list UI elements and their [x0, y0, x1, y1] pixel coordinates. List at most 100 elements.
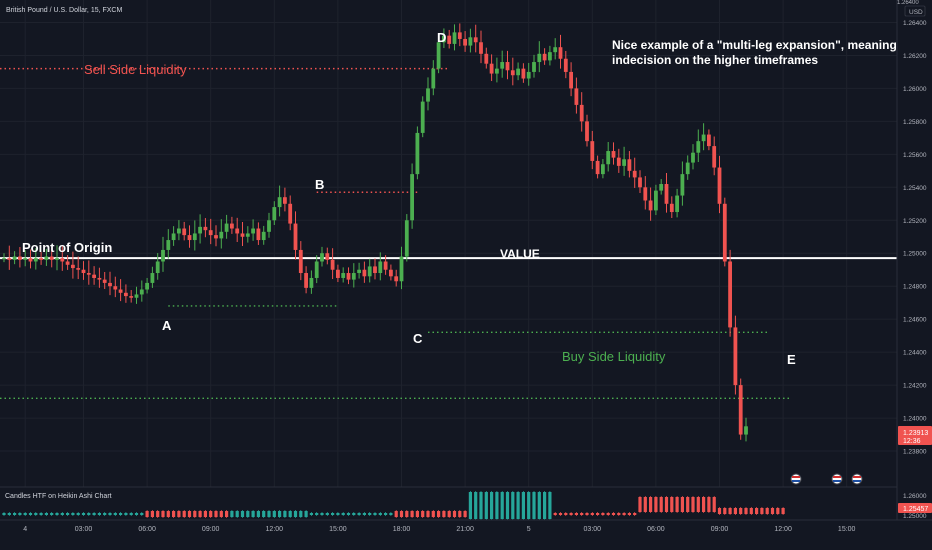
candle-body — [489, 63, 494, 74]
indicator-bar — [103, 513, 107, 515]
indicator-bar — [622, 513, 626, 515]
candle-body — [701, 134, 706, 142]
indicator-bar — [368, 513, 372, 515]
us-flag-event-icon[interactable] — [831, 473, 843, 485]
candle-body — [44, 256, 49, 260]
candle-body — [150, 273, 155, 283]
candle-body — [616, 157, 621, 166]
candle-body — [638, 177, 642, 188]
indicator-bar — [680, 497, 684, 512]
candle-body — [383, 261, 388, 270]
note-line-2[interactable]: indecision on the higher timeframes — [612, 53, 818, 67]
indicator-name[interactable]: Candles HTF on Heikin Ashi Chart — [5, 493, 112, 500]
point-e-label[interactable]: E — [787, 352, 796, 367]
candle-body — [219, 231, 224, 239]
candle-body — [113, 286, 118, 290]
indicator-bars[interactable] — [2, 491, 785, 520]
indicator-bar — [304, 511, 308, 517]
top-price-tick: 1.26400 — [897, 0, 919, 6]
indicator-bar — [235, 511, 239, 517]
candle-body — [161, 249, 165, 262]
value-label[interactable]: VALUE — [500, 247, 540, 261]
indicator-bar — [39, 513, 43, 515]
point-b-label[interactable]: B — [315, 177, 324, 192]
indicator-bar — [659, 497, 663, 512]
indicator-bar — [505, 492, 510, 519]
indicator-bar — [543, 492, 547, 519]
indicator-bar — [362, 513, 366, 515]
us-flag-event-icon[interactable] — [851, 473, 863, 485]
candle-body — [272, 207, 277, 221]
point-c-label[interactable]: C — [413, 331, 423, 346]
indicator-bar — [654, 497, 658, 512]
point-d-label[interactable]: D — [437, 30, 446, 45]
indicator-bar — [755, 508, 759, 514]
indicator-bar — [431, 511, 435, 517]
indicator-bar — [707, 497, 711, 512]
price-tick-label: 1.25200 — [903, 218, 927, 225]
indicator-bar — [262, 511, 266, 517]
candle-body — [251, 228, 255, 234]
indicator-bar — [717, 508, 722, 514]
price-tick-label: 1.24200 — [903, 383, 927, 390]
candle-body — [86, 273, 91, 275]
price-axis[interactable]: 1.26400 1.26200 1.26000 1.25800 1.25600 1.254… — [896, 0, 932, 520]
us-flag-event-icon[interactable] — [790, 473, 802, 485]
sell-side-liquidity-label[interactable]: Sell Side Liquidity — [84, 62, 187, 77]
indicator-bar — [320, 513, 324, 515]
indicator-bar — [309, 513, 313, 515]
indicator-bar — [468, 492, 472, 519]
indicator-bar — [198, 511, 202, 517]
candle-body — [479, 42, 483, 54]
candle-body — [81, 269, 86, 274]
candle-body — [373, 266, 377, 274]
indicator-bar — [230, 511, 234, 517]
candle-body — [118, 289, 123, 293]
indicator-bar — [193, 511, 197, 517]
candle-body — [283, 197, 287, 204]
price-tick-label: 1.25000 — [903, 251, 927, 258]
indicator-bar — [521, 492, 525, 519]
candle-body — [288, 203, 293, 224]
last-price-badge — [898, 426, 932, 445]
indicator-bar — [500, 492, 504, 519]
indicator-bar — [267, 511, 271, 517]
point-a-label[interactable]: A — [162, 318, 172, 333]
candle-body — [97, 277, 102, 280]
indicator-bar — [44, 513, 48, 515]
point-of-origin-label[interactable]: Point of Origin — [22, 240, 112, 255]
indicator-bar — [463, 511, 467, 517]
indicator-bar — [13, 513, 17, 515]
time-axis[interactable]: 4 03:00 06:00 09:00 12:00 15:00 18:00 21:00 5 03:… — [0, 519, 932, 533]
indicator-bar — [278, 511, 282, 517]
candle-body — [595, 160, 600, 175]
indicator-bar — [129, 513, 133, 515]
price-candles[interactable] — [2, 23, 748, 442]
indicator-bar — [696, 497, 700, 512]
symbol-title[interactable]: British Pound / U.S. Dollar, 15, FXCM — [6, 7, 122, 14]
candle-body — [468, 37, 473, 46]
candle-body — [293, 223, 298, 250]
candle-body — [548, 52, 552, 61]
candle-body — [526, 71, 531, 79]
price-tick-label: 1.26000 — [903, 86, 927, 93]
candle-body — [267, 220, 271, 232]
candle-body — [378, 261, 383, 274]
candle-body — [177, 228, 181, 234]
candle-body — [579, 104, 584, 122]
candle-body — [357, 269, 361, 274]
note-line-1[interactable]: Nice example of a "multi-leg expansion",… — [612, 38, 897, 52]
candle-body — [108, 282, 112, 287]
currency-button[interactable] — [904, 5, 926, 17]
time-tick-label: 5 — [527, 526, 531, 533]
indicator-bar — [214, 511, 218, 517]
indicator-bar — [675, 497, 679, 512]
candle-body — [590, 141, 595, 161]
candle-body — [622, 159, 626, 166]
price-tick-label: 1.24800 — [903, 284, 927, 291]
buy-side-liquidity-label[interactable]: Buy Side Liquidity — [562, 349, 666, 364]
candle-body — [553, 47, 558, 53]
candle-body — [733, 327, 738, 386]
candle-body — [420, 101, 425, 133]
